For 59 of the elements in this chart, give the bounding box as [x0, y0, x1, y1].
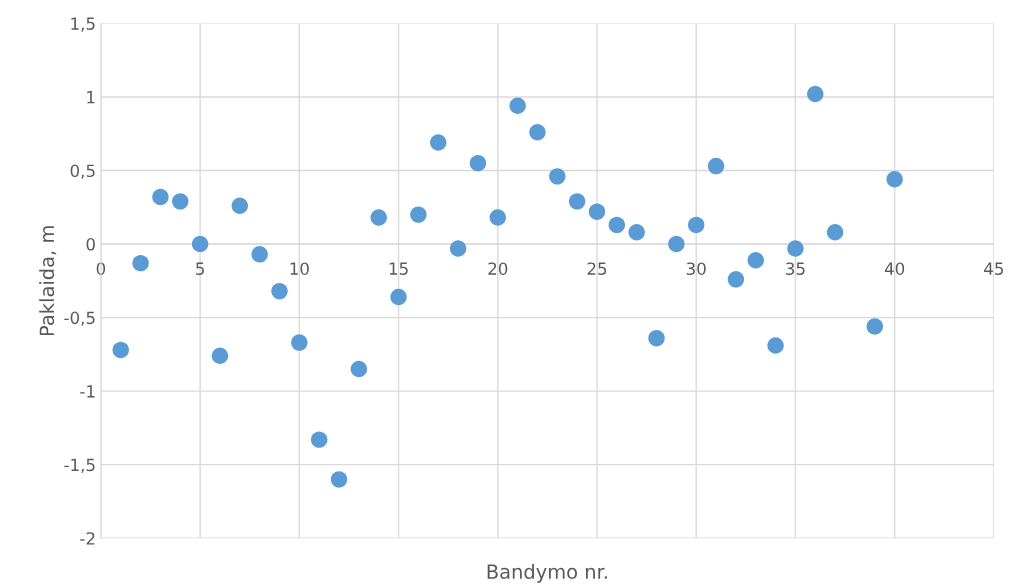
- point: [291, 334, 308, 351]
- y-tick-label: 1: [87, 91, 95, 104]
- point: [330, 471, 348, 488]
- point: [310, 431, 328, 448]
- x-tick-label: 20: [488, 262, 508, 275]
- point: [430, 134, 447, 151]
- point: [370, 209, 387, 226]
- point: [787, 240, 804, 257]
- x-tick-label: 45: [984, 262, 1004, 275]
- x-tick-label: 15: [389, 262, 408, 275]
- point: [807, 85, 824, 103]
- x-tick-label: 25: [587, 262, 607, 275]
- point: [489, 209, 506, 226]
- point: [707, 157, 725, 175]
- point: [727, 271, 745, 288]
- point: [152, 188, 169, 206]
- x-tick-label: 35: [786, 262, 805, 275]
- x-tick-label: 40: [884, 262, 905, 275]
- point: [191, 235, 209, 253]
- y-tick-label: -1,5: [64, 458, 95, 473]
- x-tick-label: 30: [686, 262, 706, 275]
- y-tick-label: 0,5: [70, 164, 95, 179]
- point: [271, 282, 288, 300]
- point: [529, 124, 546, 141]
- x-tick-label: 10: [290, 262, 309, 275]
- point: [588, 203, 606, 220]
- point: [231, 197, 249, 214]
- point: [469, 154, 487, 172]
- y-tick-label: -2: [80, 532, 95, 545]
- point: [628, 224, 645, 241]
- point: [668, 235, 685, 253]
- point: [449, 240, 467, 257]
- point: [390, 288, 407, 306]
- point: [886, 171, 903, 188]
- point: [767, 337, 784, 354]
- y-axis-title: Paklaida, m: [39, 226, 57, 336]
- point: [549, 168, 566, 185]
- point: [172, 193, 189, 210]
- point: [747, 251, 764, 269]
- point: [687, 216, 705, 234]
- point: [826, 224, 844, 241]
- point: [132, 254, 149, 272]
- point: [608, 216, 626, 234]
- point: [112, 341, 129, 359]
- point: [211, 347, 229, 365]
- y-tick-label: -1: [80, 385, 95, 398]
- point: [251, 246, 268, 263]
- point: [866, 318, 884, 335]
- point: [568, 193, 586, 210]
- point: [648, 329, 665, 347]
- point: [509, 97, 526, 114]
- y-tick-label: 1,5: [71, 17, 95, 32]
- point: [350, 360, 368, 378]
- point: [410, 206, 427, 223]
- x-axis-title: Bandymo nr.: [487, 563, 607, 583]
- y-tick-label: 0: [86, 237, 95, 251]
- x-tick-label: 5: [196, 262, 204, 275]
- y-tick-label: -0,5: [64, 311, 95, 326]
- x-tick-label: 0: [96, 262, 106, 275]
